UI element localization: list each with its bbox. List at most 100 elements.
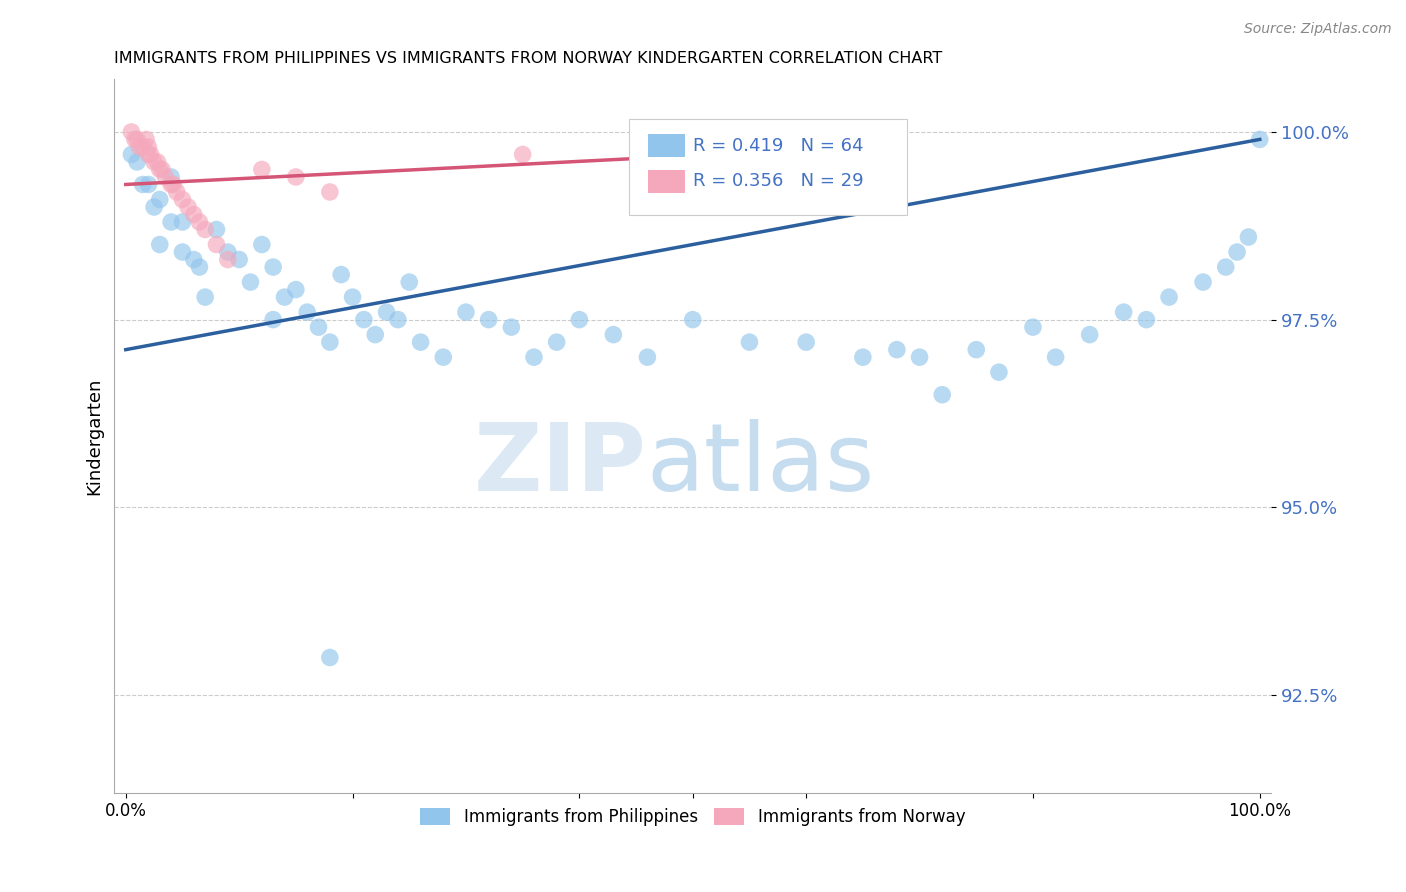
Point xyxy=(1226,245,1249,260)
Point xyxy=(1022,320,1045,334)
Legend: Immigrants from Philippines, Immigrants from Norway: Immigrants from Philippines, Immigrants … xyxy=(412,799,973,834)
Point xyxy=(194,290,217,304)
Point xyxy=(568,312,591,326)
Point xyxy=(512,147,534,161)
Point xyxy=(172,215,194,229)
Point xyxy=(149,162,172,177)
Point xyxy=(128,140,150,154)
Point xyxy=(183,252,205,267)
Point xyxy=(1078,327,1101,342)
Point xyxy=(284,283,307,297)
Point xyxy=(794,335,817,350)
Point xyxy=(132,140,155,154)
FancyBboxPatch shape xyxy=(628,119,907,215)
Point xyxy=(817,140,839,154)
Point xyxy=(284,169,307,184)
Point xyxy=(1192,275,1215,289)
Point xyxy=(138,147,160,161)
Point xyxy=(149,237,172,252)
Point xyxy=(523,350,546,364)
Text: IMMIGRANTS FROM PHILIPPINES VS IMMIGRANTS FROM NORWAY KINDERGARTEN CORRELATION C: IMMIGRANTS FROM PHILIPPINES VS IMMIGRANT… xyxy=(114,51,942,66)
Point xyxy=(602,327,624,342)
Text: atlas: atlas xyxy=(647,418,875,510)
Point xyxy=(150,162,173,177)
Point xyxy=(636,350,658,364)
Point xyxy=(124,132,146,146)
Point xyxy=(1215,260,1237,274)
Point xyxy=(166,185,188,199)
Point xyxy=(172,245,194,260)
Point xyxy=(138,140,160,154)
Point xyxy=(120,147,142,161)
Point xyxy=(228,252,250,267)
Point xyxy=(852,350,875,364)
Point xyxy=(138,178,160,192)
Point xyxy=(262,312,284,326)
Text: R = 0.419   N = 64: R = 0.419 N = 64 xyxy=(693,136,863,154)
Point xyxy=(682,312,704,326)
Point xyxy=(160,215,183,229)
Point xyxy=(160,178,183,192)
Point xyxy=(135,132,157,146)
Point xyxy=(120,125,142,139)
Text: Source: ZipAtlas.com: Source: ZipAtlas.com xyxy=(1244,22,1392,37)
Point xyxy=(295,305,318,319)
Point xyxy=(1249,132,1271,146)
Point xyxy=(319,650,342,665)
Point xyxy=(250,162,273,177)
Point xyxy=(319,335,342,350)
Point xyxy=(177,200,200,214)
Point xyxy=(262,260,284,274)
Point xyxy=(1237,230,1260,244)
Point xyxy=(188,260,211,274)
Text: R = 0.356   N = 29: R = 0.356 N = 29 xyxy=(693,172,863,190)
Point xyxy=(127,155,149,169)
Point xyxy=(132,178,155,192)
Point xyxy=(319,185,342,199)
Point xyxy=(273,290,295,304)
Point xyxy=(342,290,364,304)
Point xyxy=(239,275,262,289)
Point xyxy=(188,215,211,229)
Point xyxy=(353,312,375,326)
Point xyxy=(546,335,568,350)
Point xyxy=(375,305,398,319)
Point xyxy=(478,312,501,326)
Point xyxy=(432,350,454,364)
Point xyxy=(409,335,432,350)
Point xyxy=(160,169,183,184)
Point xyxy=(398,275,420,289)
Text: ZIP: ZIP xyxy=(474,418,647,510)
Point xyxy=(139,147,162,161)
Point xyxy=(1157,290,1180,304)
FancyBboxPatch shape xyxy=(648,170,685,193)
Point xyxy=(194,222,217,236)
Point xyxy=(155,169,177,184)
Point xyxy=(146,155,169,169)
Point xyxy=(127,132,149,146)
Point xyxy=(886,343,908,357)
Point xyxy=(965,343,987,357)
Point xyxy=(931,387,953,401)
Point xyxy=(149,193,172,207)
Point xyxy=(205,222,228,236)
Point xyxy=(987,365,1010,379)
Point xyxy=(330,268,353,282)
Point xyxy=(1135,312,1157,326)
Point xyxy=(217,252,239,267)
Point xyxy=(1045,350,1067,364)
Point xyxy=(908,350,931,364)
Point xyxy=(162,178,184,192)
Point xyxy=(1112,305,1135,319)
Point xyxy=(387,312,409,326)
Point xyxy=(143,200,166,214)
Point xyxy=(143,155,166,169)
Point xyxy=(172,193,194,207)
Point xyxy=(183,207,205,221)
Point xyxy=(250,237,273,252)
Point xyxy=(501,320,523,334)
Point xyxy=(308,320,330,334)
Point xyxy=(217,245,239,260)
Point xyxy=(364,327,387,342)
Y-axis label: Kindergarten: Kindergarten xyxy=(86,377,103,495)
